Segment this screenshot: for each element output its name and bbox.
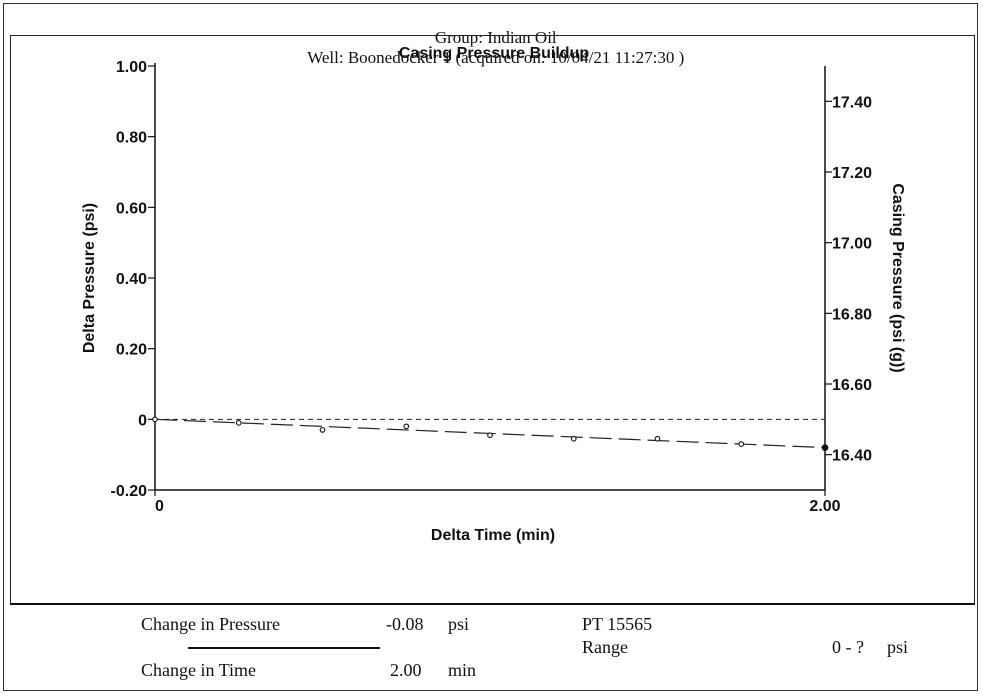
data-point <box>235 420 242 426</box>
data-point <box>738 441 745 447</box>
change-pressure-unit: psi <box>448 614 470 634</box>
data-point <box>821 444 829 451</box>
change-time-value: 2.00 <box>390 660 422 680</box>
y2-tick-label: 17.00 <box>832 236 872 253</box>
header-well: Well: Boonedocker 1 (acquired on: 10/04/… <box>307 48 685 67</box>
y2-tick-label: 17.20 <box>832 165 872 182</box>
data-point <box>319 427 326 433</box>
y2-tick-label: 16.80 <box>832 306 872 323</box>
range-unit: psi <box>887 637 909 657</box>
y-ticks-right: 16.40 16.60 16.80 17.00 17.20 17.40 <box>825 94 872 465</box>
x-ticks: 0 2.00 <box>154 490 841 515</box>
change-time-label: Change in Time <box>141 660 257 680</box>
data-point <box>403 423 410 430</box>
y-ticks-left: -0.20 0 0.20 0.40 0.60 0.80 1.00 <box>111 59 155 500</box>
y-tick-label: 0 <box>138 412 147 429</box>
y-tick-label: 0.40 <box>116 271 147 288</box>
y-tick-label: 0.20 <box>116 342 147 359</box>
change-pressure-value: -0.08 <box>386 614 424 634</box>
range-value: 0 - ? <box>832 637 864 657</box>
y-tick-label: -0.20 <box>111 483 148 500</box>
chart-title: Casing Pressure Buildup <box>399 45 589 62</box>
change-time-unit: min <box>448 660 477 680</box>
x-axis-label: Delta Time (min) <box>431 527 555 544</box>
data-point <box>570 435 577 442</box>
y2-tick-label: 17.40 <box>832 94 872 111</box>
range-label: Range <box>582 637 628 657</box>
instrument-id: PT 15565 <box>582 614 653 634</box>
casing-pressure-chart: Casing Pressure Buildup -0.20 0 0.20 0.40 0.… <box>81 45 906 544</box>
series-layer <box>152 416 829 451</box>
header: Group: Indian Oil Well: Boonedocker 1 (a… <box>0 8 983 68</box>
plot-frame <box>10 35 975 605</box>
y-tick-label: 1.00 <box>116 59 147 76</box>
change-pressure-label: Change in Pressure <box>141 614 280 634</box>
summary-divider <box>188 647 380 649</box>
header-group: Group: Indian Oil <box>434 28 557 47</box>
x-tick-label: 0 <box>155 498 164 515</box>
y2-tick-label: 16.40 <box>832 448 872 465</box>
data-point <box>487 432 493 439</box>
data-point <box>152 416 158 423</box>
y2-tick-label: 16.60 <box>832 377 872 394</box>
y-tick-label: 0.60 <box>116 200 147 217</box>
data-point <box>654 435 661 442</box>
y-tick-label: 0.80 <box>116 130 147 147</box>
page-frame <box>3 3 978 691</box>
y-axis-label: Delta Pressure (psi) <box>81 203 98 353</box>
x-tick-label: 2.00 <box>809 498 840 515</box>
y2-axis-label: Casing Pressure (psi (g)) <box>889 183 906 372</box>
